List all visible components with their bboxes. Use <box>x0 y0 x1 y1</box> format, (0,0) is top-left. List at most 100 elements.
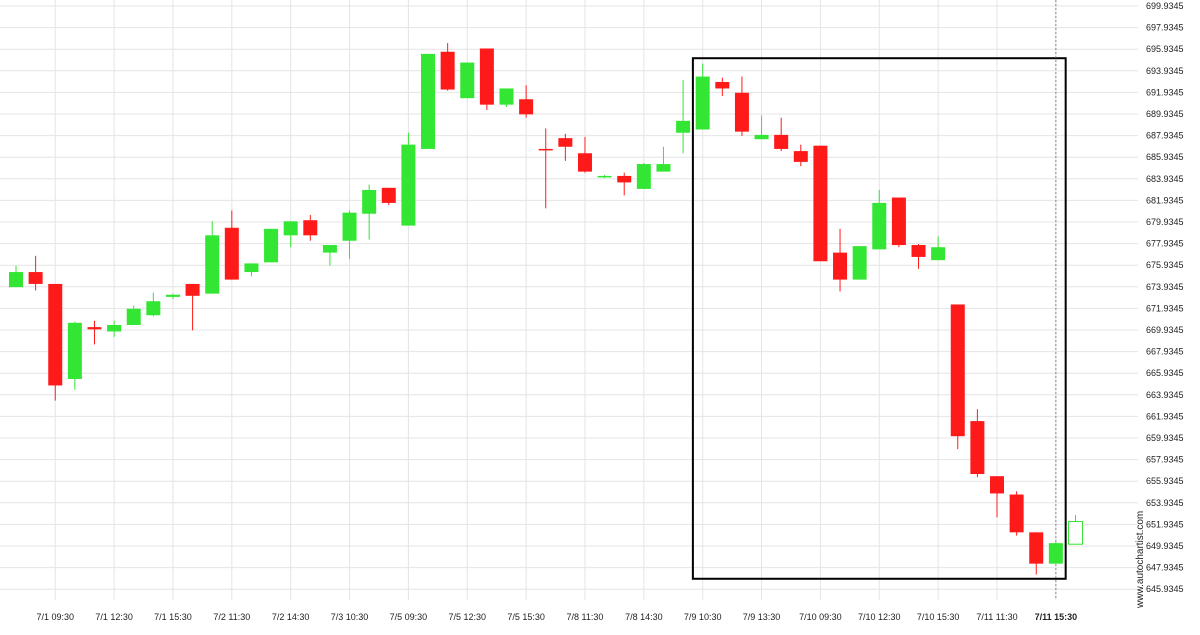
candle-body <box>9 272 23 288</box>
y-tick-label: 691.9345 <box>1146 87 1184 97</box>
candle <box>538 128 553 209</box>
candle <box>558 133 573 161</box>
candle-body <box>833 252 848 280</box>
candle <box>1067 515 1083 545</box>
candle-body <box>381 187 396 203</box>
candle <box>1009 491 1024 536</box>
candle <box>970 409 985 478</box>
candle <box>734 76 749 136</box>
x-tick-label: 7/8 14:30 <box>625 612 663 622</box>
x-tick-label: 7/1 09:30 <box>36 612 74 622</box>
x-tick-label: 7/5 15:30 <box>507 612 545 622</box>
candle <box>833 228 848 292</box>
candle-body <box>244 263 259 273</box>
y-tick-label: 689.9345 <box>1146 109 1184 119</box>
candle <box>67 321 82 390</box>
candle <box>597 174 612 179</box>
candle <box>381 187 396 206</box>
x-tick-label: 7/2 14:30 <box>272 612 310 622</box>
candle-body <box>577 153 592 172</box>
candle-body <box>931 247 946 261</box>
y-tick-label: 683.9345 <box>1146 174 1184 184</box>
candle-body <box>872 202 887 250</box>
candle-body <box>538 148 553 151</box>
y-tick-label: 659.9345 <box>1146 433 1184 443</box>
candle-body <box>754 134 769 140</box>
grid-layer <box>0 0 1138 600</box>
candle-body <box>891 197 906 246</box>
x-tick-label: 7/10 09:30 <box>799 612 842 622</box>
candle-body <box>48 283 63 386</box>
candle-body <box>283 221 298 236</box>
y-tick-label: 697.9345 <box>1146 23 1184 33</box>
candle-body <box>852 246 867 280</box>
candle-body <box>264 228 279 263</box>
candle <box>224 210 239 280</box>
candle-body <box>322 245 337 253</box>
x-tick-label: 7/9 13:30 <box>743 612 781 622</box>
x-tick-label: 7/1 12:30 <box>95 612 133 622</box>
candle-body <box>460 62 475 99</box>
candle <box>322 245 337 266</box>
watermark-text: www.autochartist.com <box>1135 511 1146 609</box>
candle-body <box>67 322 82 379</box>
candle-body <box>362 189 377 214</box>
x-tick-label: 7/2 11:30 <box>213 612 250 622</box>
candle <box>126 305 141 325</box>
candle <box>107 320 122 337</box>
candle <box>185 283 200 331</box>
x-tick-label: 7/11 11:30 <box>976 612 1017 622</box>
y-tick-label: 679.9345 <box>1146 217 1184 227</box>
candle-body <box>695 76 710 130</box>
x-tick-label: 7/8 11:30 <box>567 612 604 622</box>
candle <box>48 283 63 401</box>
candle <box>440 43 455 91</box>
candle-body <box>519 99 534 115</box>
candle-body <box>126 308 141 325</box>
candle <box>146 292 161 317</box>
x-tick-label: 7/1 15:30 <box>154 612 192 622</box>
candle <box>362 184 377 240</box>
candle <box>813 145 828 262</box>
candle-body <box>185 283 200 296</box>
candle <box>460 62 475 99</box>
x-tick-label: 7/9 10:30 <box>684 612 722 622</box>
candle-body <box>990 476 1004 494</box>
y-tick-label: 653.9345 <box>1146 498 1184 508</box>
candle <box>676 79 691 154</box>
candle-body <box>401 144 416 226</box>
candle <box>519 85 534 118</box>
candle-body <box>715 81 730 89</box>
candle-body <box>28 272 43 284</box>
x-tick-label: 7/10 12:30 <box>858 612 901 622</box>
y-tick-label: 649.9345 <box>1146 541 1184 551</box>
y-tick-label: 663.9345 <box>1146 390 1184 400</box>
x-tick-label: 7/3 10:30 <box>331 612 369 622</box>
candle-body <box>911 245 926 257</box>
y-tick-label: 671.9345 <box>1146 303 1184 313</box>
y-tick-label: 651.9345 <box>1146 519 1184 529</box>
candle-body <box>107 324 122 332</box>
candle <box>283 221 298 248</box>
candle <box>950 304 965 450</box>
y-tick-label: 685.9345 <box>1146 152 1184 162</box>
y-tick-label: 687.9345 <box>1146 131 1184 141</box>
candle-body <box>617 175 632 183</box>
candle-body <box>205 235 220 294</box>
candle-body <box>656 164 671 172</box>
x-tick-label: 7/5 09:30 <box>390 612 428 622</box>
candle-body <box>734 92 749 132</box>
pattern-highlight-box <box>691 57 1067 580</box>
candle-body <box>558 138 573 147</box>
candle <box>990 476 1004 518</box>
y-tick-label: 693.9345 <box>1146 66 1184 76</box>
candles-layer <box>9 43 1083 575</box>
candle <box>656 146 671 172</box>
candle <box>264 228 279 263</box>
candle-body <box>597 175 612 178</box>
candle-body <box>303 220 318 236</box>
y-tick-label: 675.9345 <box>1146 260 1184 270</box>
y-tick-label: 699.9345 <box>1146 1 1184 11</box>
y-tick-label: 655.9345 <box>1146 476 1184 486</box>
